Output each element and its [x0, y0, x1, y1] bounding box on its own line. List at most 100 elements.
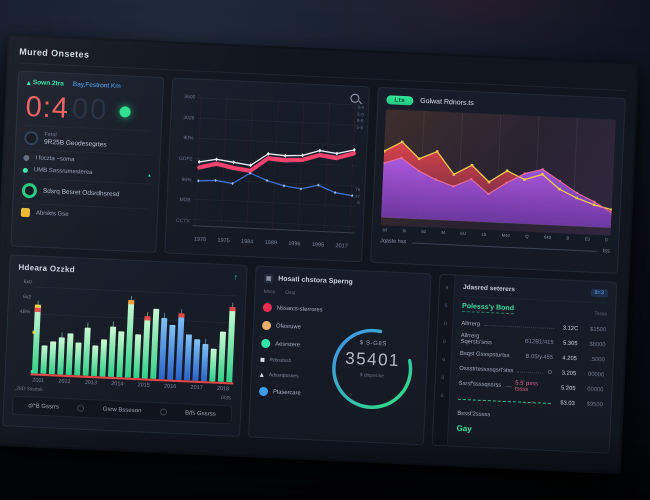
status-dot [118, 106, 131, 118]
x-tick-label: 2017 [190, 384, 203, 392]
row-value: 5.305 [562, 339, 578, 347]
legend-item[interactable]: Plasercare [258, 386, 325, 399]
legend-item[interactable]: Adssrqtssses [259, 372, 326, 381]
rail-icon: 0 [440, 393, 444, 400]
legend-item[interactable]: Nssarcs-sterrores [262, 302, 329, 315]
bar-footer-right: 0/35 [220, 395, 231, 402]
footer-tab[interactable]: Gsrw Bsseson [102, 406, 142, 414]
list-item-label: UMB Sassrumesterea [33, 167, 93, 176]
list-item-label: I foczta ~soma [35, 154, 75, 163]
yellow-badge-icon [20, 207, 31, 218]
y-tick-label: CCTV [175, 217, 190, 225]
right-tick-label: 97 [354, 193, 361, 199]
legend-label: Ofesruwe [275, 322, 301, 331]
y-tick-label: 6x0 [23, 278, 32, 286]
search-icon[interactable] [350, 93, 360, 104]
row-label: Allrrerg [461, 320, 481, 328]
x-tick-label: Q [525, 233, 529, 239]
x-tick-label: 1995 [311, 242, 325, 249]
gauge-svg [332, 328, 413, 409]
row-label: Ssrsf'ssssqssrss [458, 380, 502, 389]
separator-dot-icon [77, 404, 85, 412]
timer-ghost-digits: 00 [71, 92, 109, 127]
primary-link[interactable]: Sown.2tra [26, 79, 64, 88]
rail-icon: 0 [442, 339, 446, 346]
row-value: 3.12C [562, 324, 579, 332]
timer: 0:4 00 [24, 90, 154, 128]
table-panel: 9 5 0 0 6 0 0 Jdasred seterers 8=3 Polesss'y B… [431, 273, 618, 454]
legend-label: Rdssdssh [269, 357, 292, 365]
spacer [515, 340, 521, 341]
row-value-secondary: .5000 [590, 356, 605, 363]
rail-icon: 0 [443, 321, 447, 328]
arc-gauge: $ S-G8S 35401 $ dispense [323, 301, 421, 437]
y-tick-label: 3600 [184, 94, 196, 101]
column-label: Msss [263, 288, 276, 296]
x-tick-label: 2014 [111, 381, 124, 388]
x-tick-label: D [605, 237, 609, 243]
right-tick-label: 76 [355, 186, 361, 193]
timer-value: 0:4 [24, 90, 70, 125]
footer-tab[interactable]: d/*B Gssrrs [28, 402, 60, 411]
y-tick-label: 96% [181, 176, 192, 184]
x-tick-label: 93 [421, 228, 427, 235]
y-tick-label: GDP2 [178, 155, 193, 163]
legend-label: Plasercare [272, 388, 301, 397]
dashboard: Mured Onsetes Sown.2tra Bay,Festront Km [0, 36, 638, 473]
gray-dot-icon [23, 154, 30, 161]
list-item-label: Sdsrq Besret Odsrdhsresd [42, 187, 120, 199]
line-chart-panel: 3600 3026 90% GDP2 96% MDB CCTV 1970 1975 1984 19… [164, 77, 370, 263]
dotted-leader [483, 323, 555, 329]
y-tick-label: 4B% [19, 308, 31, 316]
x-tick-label: 9i [402, 228, 406, 234]
right-axis-labels: 0-0 5-0 8-8 5-8 [357, 105, 365, 130]
bar-footer-left: ,28D 3ssrtsk [14, 385, 43, 393]
row-value: 4.205 [562, 354, 577, 362]
bottom-row: Hdeara Ozzkd ↑ 6x0 6x2 4B% 2011 2012 2013 201… [2, 254, 618, 454]
gauge-value: 35401 [344, 348, 401, 371]
x-tick-label: B [566, 235, 570, 241]
area-chart-svg [381, 110, 613, 229]
footer-tab[interactable]: B/fs Gssrss [184, 409, 216, 418]
y-tick-label: MDB [179, 197, 191, 204]
line-chart-svg [192, 95, 361, 234]
x-tick-label: b3 [382, 227, 388, 233]
ring-icon [24, 130, 39, 145]
timeline-slider[interactable] [412, 242, 597, 252]
list-item-label: Abrskts Gse [35, 209, 69, 218]
x-tick-label: 643 [543, 234, 552, 240]
x-tick-label: 2016 [163, 383, 177, 390]
rail-icon: 9 [445, 285, 449, 292]
row-value-secondary: $1500 [589, 326, 607, 333]
row-value: 5.205 [560, 384, 576, 392]
right-tick-label: 0-0 [357, 104, 365, 111]
gauge-center: $ S-G8S 35401 $ dispense [326, 339, 420, 381]
secondary-link[interactable]: Bay,Festront Km [73, 81, 121, 90]
y-tick-label: 90% [183, 135, 194, 142]
legend-item[interactable]: Rdssdssh [260, 357, 326, 366]
separator-dot-icon [159, 408, 167, 416]
x-tick-label: 2013 [84, 379, 98, 387]
up-arrow-icon [26, 80, 31, 85]
table-title[interactable]: Polesss'y Bond [461, 302, 515, 315]
row-label: Bsqst Gssspsturtss [459, 350, 510, 359]
x-tick-label: 2017 [335, 243, 348, 250]
x-tick-label: 2018 [216, 385, 230, 393]
orange-dot-icon [261, 320, 272, 331]
bar-chart: 6x0 6x2 4B% [14, 276, 238, 386]
x-tick-label: EU [460, 230, 467, 236]
right-axis-labels: 76 97 6 [355, 187, 361, 205]
row-mid-value: 5.5' psss tssss [514, 379, 539, 393]
count-chip[interactable]: 8=3 [590, 288, 609, 298]
x-tick-label: E3 [584, 236, 590, 242]
legend-item[interactable]: Aesrstere [261, 338, 327, 351]
blue-dot-icon [258, 386, 269, 397]
red-dot-icon [262, 302, 273, 313]
legend-item[interactable]: Ofesruwe [261, 320, 328, 333]
x-tick-label: 2011 [32, 377, 45, 384]
row-label: Allrrerg Sqersts'srss [460, 332, 493, 346]
column-label: Osst [285, 289, 296, 297]
y-tick-label: 6x2 [22, 293, 32, 301]
row-mid-value: O [547, 369, 553, 376]
